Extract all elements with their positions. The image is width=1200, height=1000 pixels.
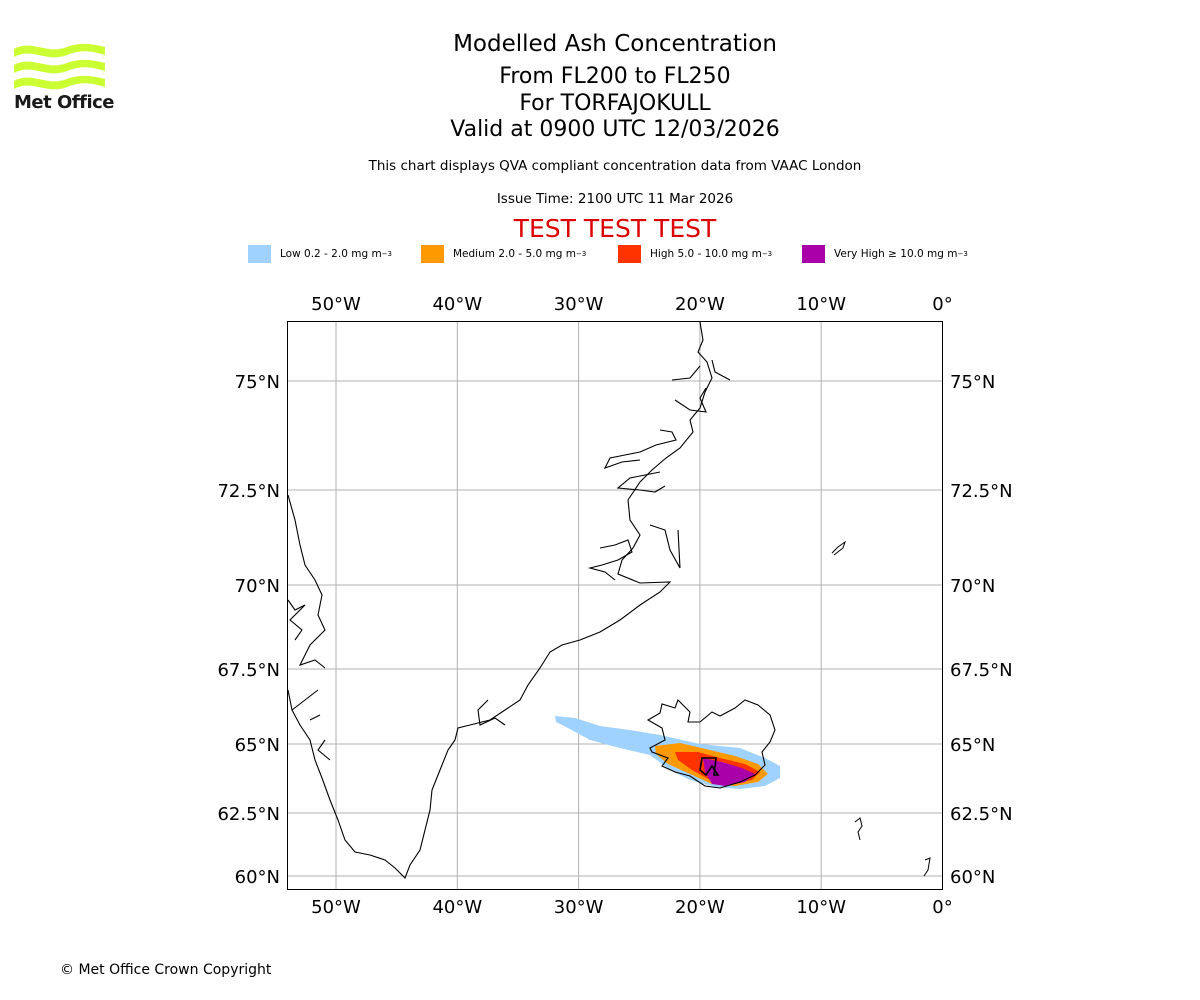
- faroe-coastline: [854, 817, 863, 841]
- lon-tick-label-top: 50°W: [311, 294, 361, 315]
- copyright-text: © Met Office Crown Copyright: [60, 962, 272, 978]
- lat-tick-label-left: 67.5°N: [217, 660, 280, 681]
- greenland-coastline: [287, 321, 731, 879]
- legend-label-very-high: Very High ≥ 10.0 mg m: [834, 248, 958, 260]
- lat-tick-label-left: 65°N: [235, 735, 280, 756]
- legend-unit-sup: −3: [761, 250, 773, 258]
- legend-item-low: Low 0.2 - 2.0 mg m −3: [248, 244, 392, 264]
- test-banner: TEST TEST TEST: [513, 214, 717, 243]
- lon-tick-label-top: 10°W: [796, 294, 846, 315]
- lat-tick-label-left: 72.5°N: [217, 481, 280, 502]
- legend-label-high: High 5.0 - 10.0 mg m: [650, 248, 762, 260]
- valid-time: Valid at 0900 UTC 12/03/2026: [450, 117, 780, 142]
- map-tick-labels: 50°W 50°W 40°W 40°W 30°W 30°W 20°W 20°W 10°W 10°W…: [217, 294, 1012, 918]
- lat-tick-label-left: 62.5°N: [217, 804, 280, 825]
- chart-title: Modelled Ash Concentration: [453, 31, 777, 57]
- legend-item-very-high: Very High ≥ 10.0 mg m −3: [802, 244, 968, 264]
- lat-tick-label-right: 65°N: [950, 735, 995, 756]
- lat-tick-label-left: 70°N: [235, 576, 280, 597]
- shetland-coastline: [923, 857, 931, 877]
- met-office-logo-icon: [14, 43, 105, 90]
- legend-swatch-high: [618, 245, 641, 263]
- legend-label-medium: Medium 2.0 - 5.0 mg m: [453, 248, 576, 260]
- lon-tick-label-bottom: 0°: [932, 897, 952, 918]
- logo-text: Met Office: [14, 92, 115, 113]
- lat-tick-label-right: 62.5°N: [950, 804, 1013, 825]
- lon-tick-label-top: 20°W: [675, 294, 725, 315]
- legend-unit-sup: −3: [575, 250, 587, 258]
- legend-unit-sup: −3: [381, 250, 393, 258]
- lon-tick-label-bottom: 50°W: [311, 897, 361, 918]
- legend-item-medium: Medium 2.0 - 5.0 mg m −3: [421, 244, 586, 264]
- lat-tick-label-right: 72.5°N: [950, 481, 1013, 502]
- legend-item-high: High 5.0 - 10.0 mg m −3: [618, 244, 772, 264]
- lat-tick-label-left: 75°N: [235, 372, 280, 393]
- volcano-name: For TORFAJOKULL: [519, 91, 711, 116]
- legend-swatch-very-high: [802, 245, 825, 263]
- legend-label-low: Low 0.2 - 2.0 mg m: [280, 248, 382, 260]
- lat-tick-label-right: 60°N: [950, 867, 995, 888]
- issue-time: Issue Time: 2100 UTC 11 Mar 2026: [496, 191, 734, 207]
- jan-mayen-coastline: [831, 540, 846, 556]
- legend-swatch-medium: [421, 245, 444, 263]
- lon-tick-label-bottom: 10°W: [796, 897, 846, 918]
- legend-swatch-low: [248, 245, 271, 263]
- lat-tick-label-right: 67.5°N: [950, 660, 1013, 681]
- lat-tick-label-right: 70°N: [950, 576, 995, 597]
- map-frame: [287, 321, 943, 890]
- map-gridlines: [287, 321, 943, 890]
- legend-unit-sup: −3: [957, 250, 968, 258]
- lon-tick-label-top: 0°: [932, 294, 952, 315]
- ash-very-high-region: [703, 758, 755, 786]
- lon-tick-label-top: 40°W: [432, 294, 482, 315]
- flight-level-range: From FL200 to FL250: [499, 64, 731, 89]
- lon-tick-label-top: 30°W: [554, 294, 604, 315]
- lat-tick-label-left: 60°N: [235, 867, 280, 888]
- iceland-coastline: [646, 699, 776, 789]
- chart-description: This chart displays QVA compliant concen…: [368, 158, 862, 174]
- lon-tick-label-bottom: 40°W: [432, 897, 482, 918]
- lat-tick-label-right: 75°N: [950, 372, 995, 393]
- lon-tick-label-bottom: 20°W: [675, 897, 725, 918]
- volcano-source-marker: [699, 757, 720, 777]
- lon-tick-label-bottom: 30°W: [554, 897, 604, 918]
